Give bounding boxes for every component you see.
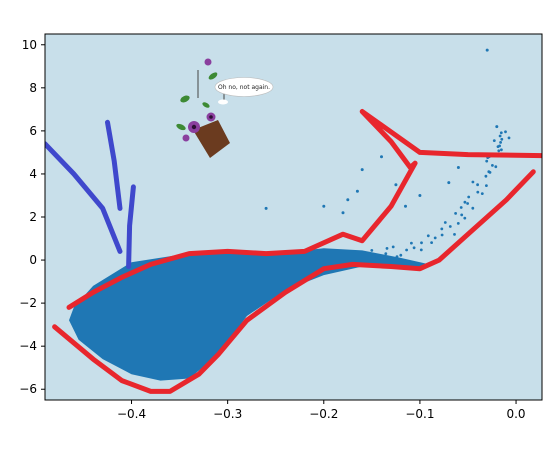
- x-tick-label: −0.2: [309, 407, 338, 421]
- data-point: [480, 192, 484, 196]
- data-point: [463, 216, 467, 220]
- data-point: [394, 183, 398, 187]
- blue-annotation-stroke: [45, 141, 123, 254]
- x-tick-label: −0.1: [405, 407, 434, 421]
- data-point: [360, 168, 364, 172]
- data-point: [399, 253, 403, 257]
- data-point: [476, 183, 479, 187]
- data-point: [491, 164, 494, 167]
- red-annotation-stroke: [66, 109, 542, 310]
- data-point: [507, 136, 511, 140]
- data-point: [496, 145, 500, 149]
- x-tick-label: −0.4: [117, 407, 146, 421]
- data-point: [391, 245, 395, 249]
- data-point: [419, 248, 423, 252]
- data-point: [395, 255, 399, 259]
- red-annotation-stroke: [52, 169, 536, 394]
- drawn-annotations-layer: [45, 109, 542, 394]
- data-point: [460, 213, 464, 217]
- data-point: [440, 233, 444, 237]
- speech-bubble-text: Oh no, not again.: [218, 84, 270, 91]
- data-point: [264, 206, 268, 210]
- data-point: [471, 180, 475, 184]
- speech-bubble-icon: Oh no, not again.: [214, 77, 274, 105]
- data-point: [405, 248, 408, 252]
- data-point: [355, 189, 359, 193]
- y-tick-label: 6: [29, 124, 37, 138]
- data-point: [426, 234, 430, 238]
- data-point: [385, 247, 389, 250]
- data-point: [459, 206, 463, 209]
- data-point: [453, 233, 456, 236]
- data-point: [487, 170, 491, 174]
- data-point: [485, 48, 489, 52]
- data-point: [410, 241, 413, 245]
- data-point: [370, 249, 374, 252]
- y-tick-label: −4: [19, 339, 37, 353]
- data-point: [495, 125, 499, 129]
- data-point: [322, 204, 326, 208]
- data-point: [467, 195, 471, 199]
- data-points-layer: [69, 48, 511, 381]
- data-point: [497, 149, 501, 153]
- data-point: [433, 236, 437, 240]
- data-point: [377, 256, 381, 260]
- data-point-cloud: [69, 248, 430, 381]
- data-point: [420, 241, 423, 245]
- data-point: [454, 212, 457, 215]
- data-point: [485, 159, 489, 163]
- blue-annotation-stroke: [126, 184, 136, 269]
- data-point: [440, 227, 444, 231]
- flower-pot-doodle: Oh no, not again.: [176, 58, 274, 158]
- data-point: [447, 181, 451, 185]
- data-point: [499, 141, 502, 144]
- data-point: [499, 131, 503, 135]
- data-point: [418, 194, 422, 197]
- data-point: [463, 200, 467, 204]
- y-tick-label: 10: [22, 38, 37, 52]
- data-point: [500, 137, 504, 141]
- y-tick-label: −2: [19, 296, 37, 310]
- data-point: [498, 134, 502, 138]
- y-tick-label: 8: [29, 81, 37, 95]
- data-point: [504, 130, 507, 134]
- data-point: [492, 139, 496, 143]
- data-point: [466, 202, 469, 205]
- data-point: [494, 165, 498, 169]
- data-point: [380, 155, 383, 159]
- data-point: [404, 204, 407, 208]
- blue-annotation-stroke: [105, 119, 123, 211]
- data-point: [476, 190, 480, 194]
- data-point: [384, 252, 388, 256]
- data-point: [430, 241, 433, 245]
- data-point: [500, 148, 503, 152]
- y-axis: −6 −4 −2 0 2 4 6 8 10: [19, 38, 45, 396]
- x-tick-label: −0.3: [213, 407, 242, 421]
- flower-pot-icon: [176, 58, 230, 158]
- y-tick-label: −6: [19, 382, 37, 396]
- y-tick-label: 2: [29, 210, 37, 224]
- data-point: [484, 174, 488, 178]
- x-tick-label: 0.0: [506, 407, 525, 421]
- data-point: [448, 225, 452, 228]
- y-tick-label: 4: [29, 167, 37, 181]
- data-point: [412, 246, 416, 250]
- data-point: [346, 198, 350, 202]
- data-point: [456, 222, 460, 225]
- data-point: [341, 211, 345, 215]
- y-tick-label: 0: [29, 253, 37, 267]
- data-point: [443, 221, 447, 224]
- data-point: [485, 184, 488, 188]
- data-point: [456, 166, 460, 169]
- x-axis: −0.4 −0.3 −0.2 −0.1 0.0: [117, 400, 526, 421]
- data-point: [471, 206, 475, 210]
